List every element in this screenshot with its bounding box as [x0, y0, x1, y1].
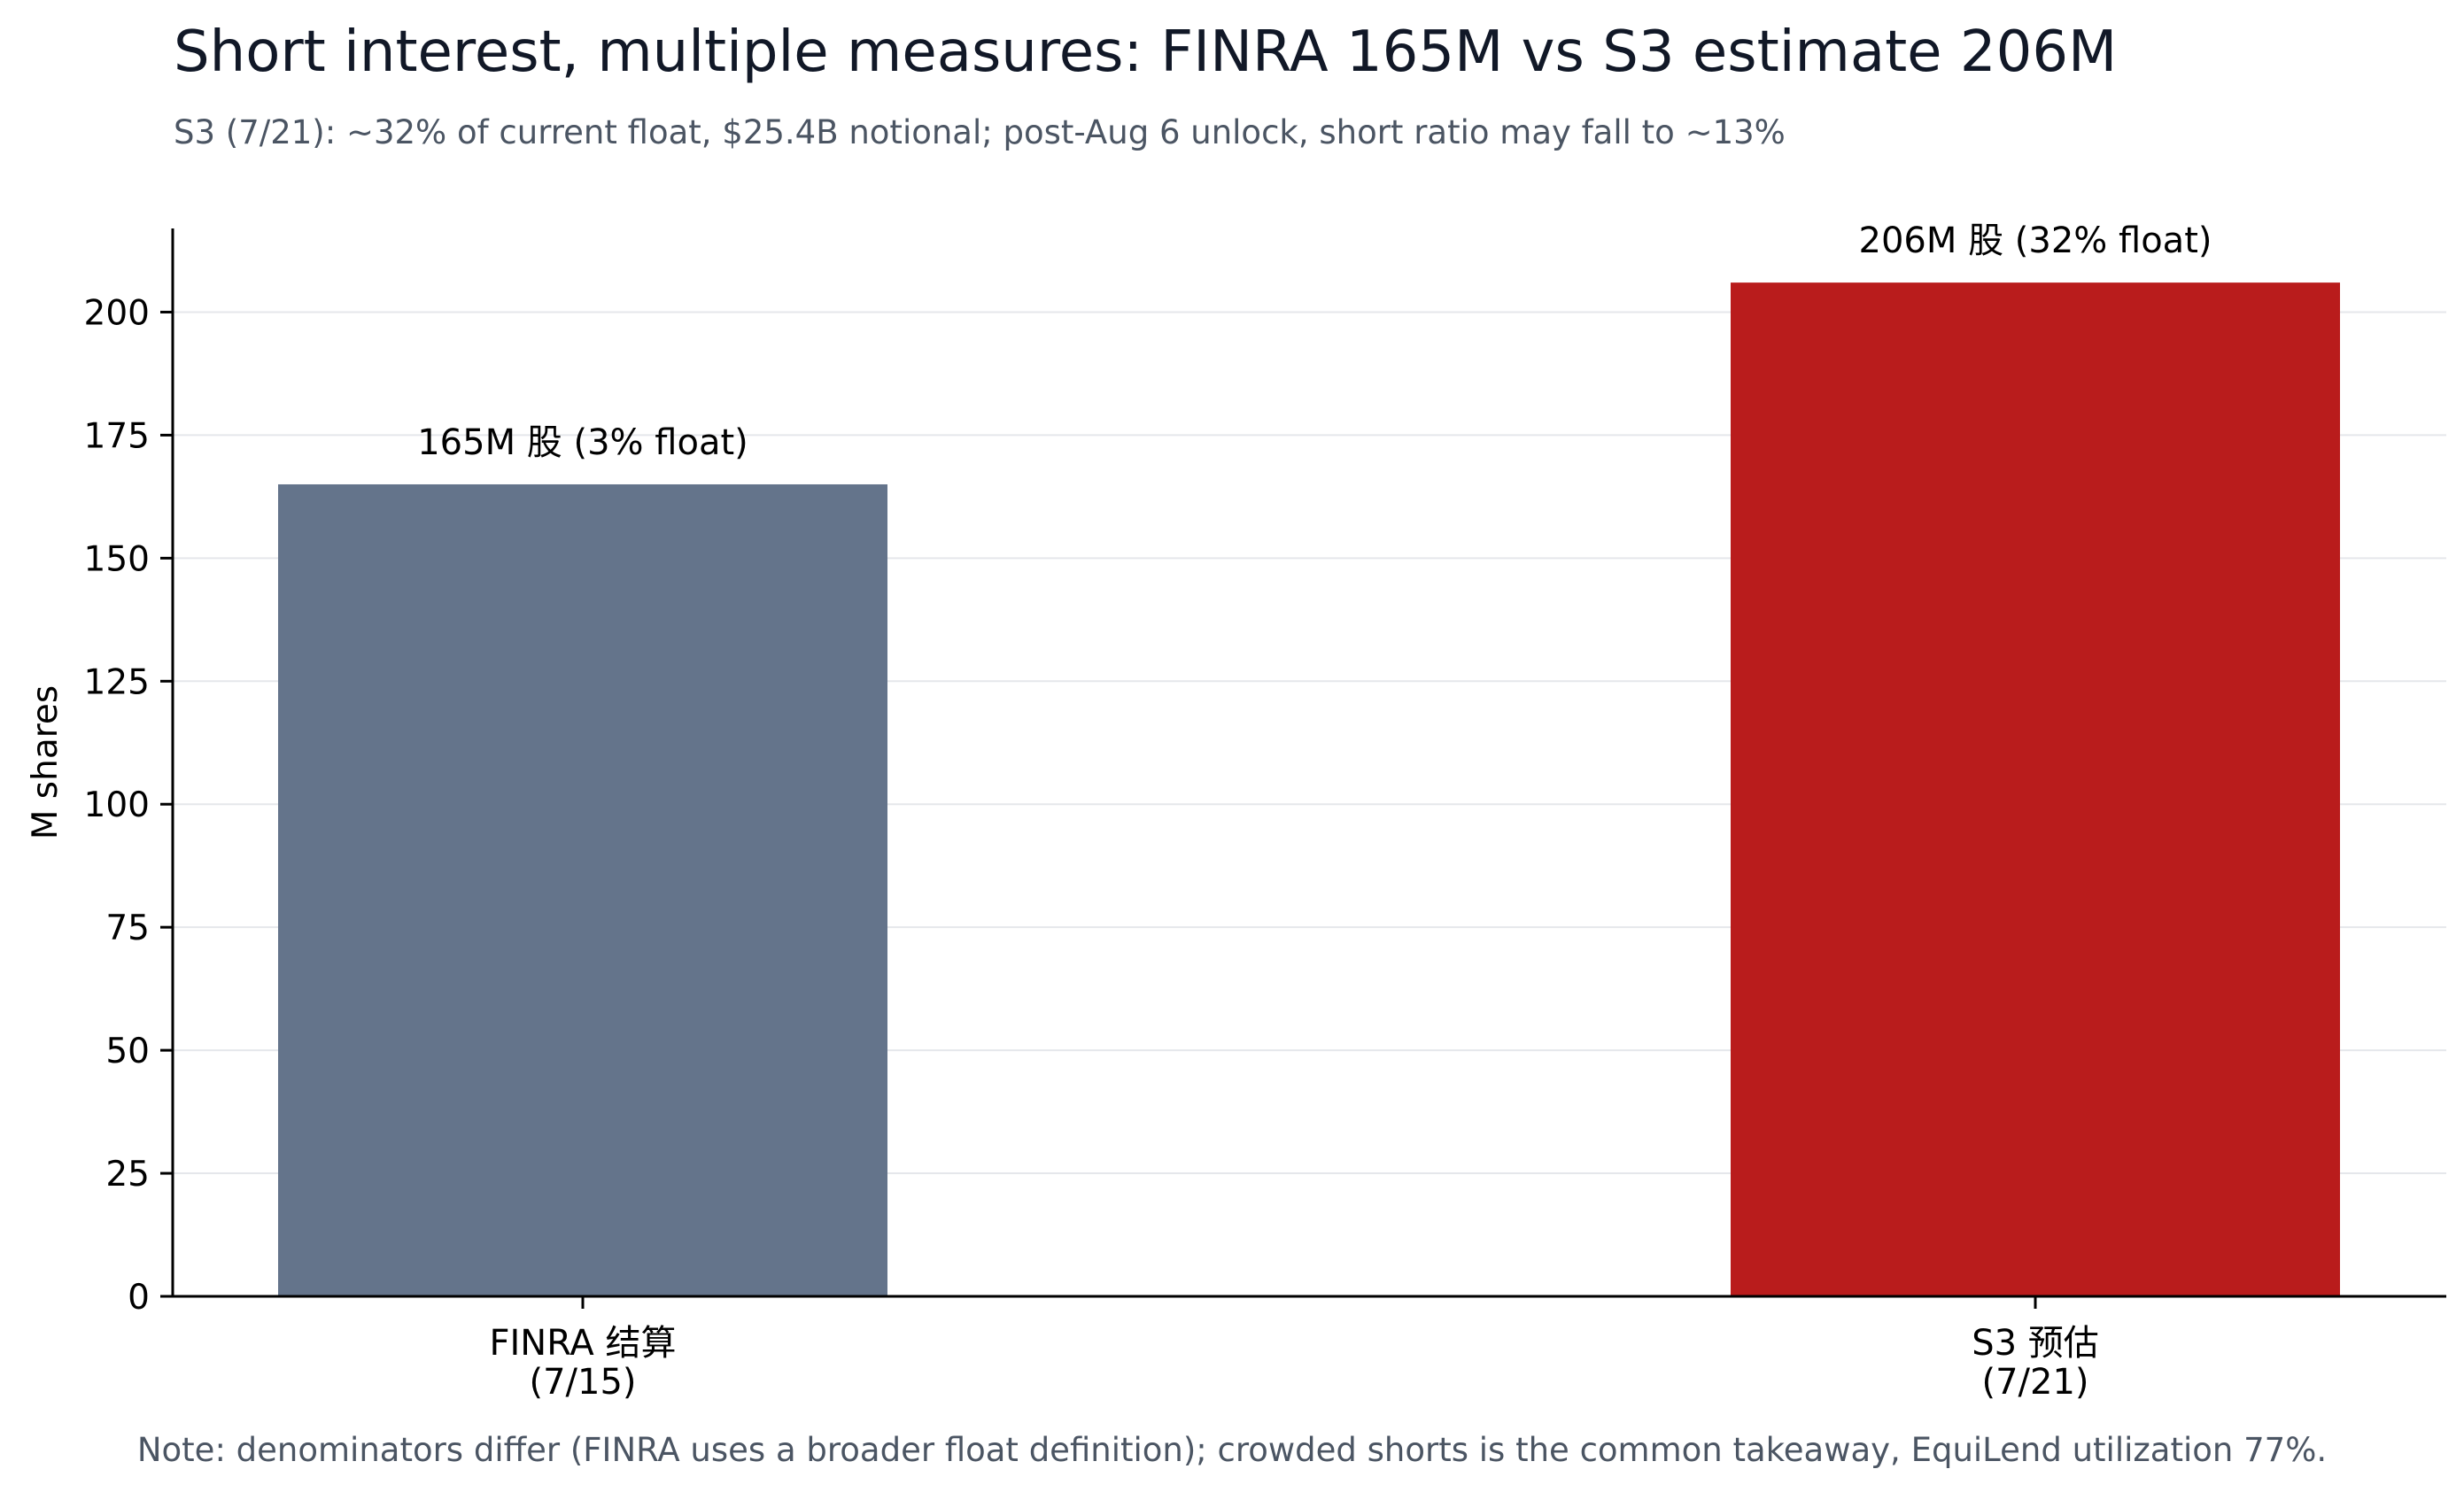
y-tick-label: 200	[84, 293, 150, 333]
axes	[171, 228, 2446, 1298]
y-tick-label: 150	[84, 539, 150, 579]
bar-2	[1731, 282, 2340, 1296]
bar-1	[278, 483, 887, 1296]
bars	[278, 282, 2340, 1296]
y-axis-title: M shares	[26, 685, 66, 839]
y-tick-label: 100	[84, 785, 150, 825]
x-tick-label-line2: (7/15)	[529, 1362, 636, 1403]
data-labels: 165M 股 (3% float) 206M 股 (32% float)	[417, 220, 2212, 463]
y-tick-label: 0	[128, 1278, 150, 1318]
y-tick-label: 50	[105, 1032, 150, 1071]
y-ticks: 0 25 50 75 100 125 150 175 200	[84, 293, 173, 1318]
y-tick-label: 75	[105, 909, 150, 948]
data-label-2: 206M 股 (32% float)	[1859, 220, 2212, 261]
chart-title: Short interest, multiple measures: FINRA…	[174, 19, 2118, 85]
y-tick-label: 175	[84, 416, 150, 456]
chart-subtitle: S3 (7/21): ~32% of current float, $25.4B…	[174, 113, 1786, 151]
x-ticks: FINRA 结算(7/15) S3 预估(7/21)	[490, 1296, 2099, 1403]
x-tick-label-line1: S3 预估	[1972, 1323, 2099, 1364]
x-tick-label-line1: FINRA 结算	[490, 1323, 677, 1364]
x-tick-label-line2: (7/21)	[1981, 1362, 2088, 1403]
chart-note: Note: denominators differ (FINRA uses a …	[136, 1431, 2328, 1469]
data-label-1: 165M 股 (3% float)	[417, 422, 748, 463]
y-tick-label: 25	[105, 1155, 150, 1195]
y-tick-label: 125	[84, 662, 150, 702]
